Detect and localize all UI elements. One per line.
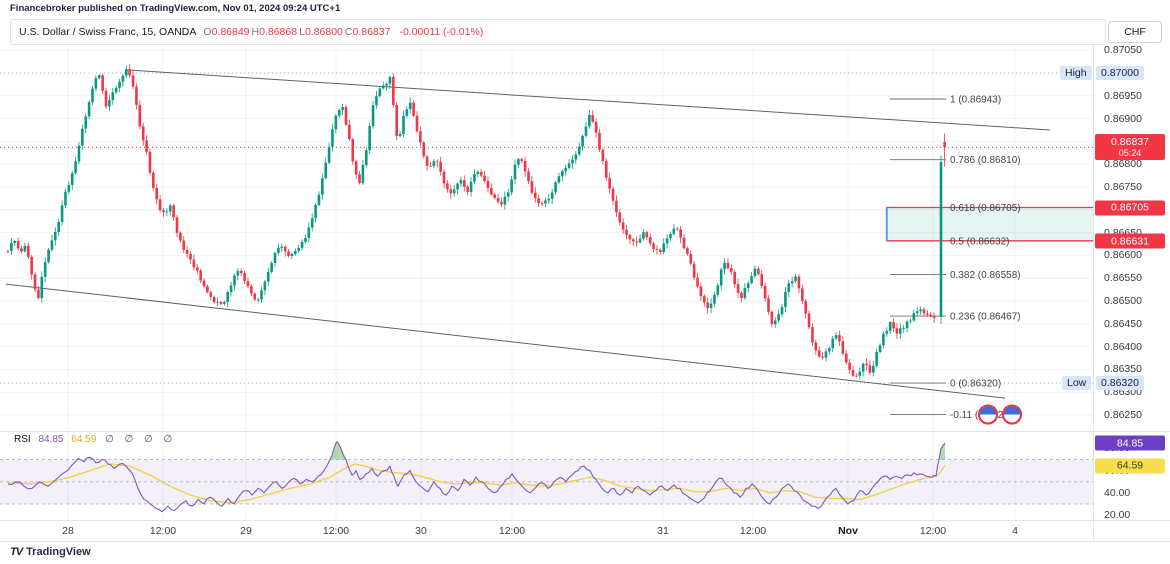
time-axis-tick: 12:00: [498, 525, 526, 537]
fib-price-badge: 0.86631: [1095, 233, 1165, 249]
sticker-icons: [977, 404, 1023, 425]
price-axis-tick: 0.86350: [1104, 363, 1142, 376]
rsi-value-badge: 64.59: [1095, 458, 1165, 473]
candles-layer[interactable]: [6, 63, 946, 380]
tradingview-logo-icon: TV: [10, 546, 23, 558]
price-change: -0.00011 (-0.01%): [399, 26, 484, 38]
price-axis-tick: 0.86450: [1104, 317, 1142, 330]
price-axis-tick: 0.86600: [1104, 249, 1142, 262]
time-axis-tick: 4: [1012, 525, 1018, 537]
currency-unit-button[interactable]: CHF: [1108, 21, 1162, 43]
fib-retracement: 1 (0.86943) 0.786 (0.86810) 0.618 (0.86705…: [885, 94, 1093, 421]
pane-separators: [0, 45, 1170, 542]
fib-label: 1 (0.86943): [950, 94, 1001, 105]
high-marker-label: High: [1060, 66, 1092, 80]
symbol-title[interactable]: U.S. Dollar / Swiss Franc, 15, OANDA: [19, 26, 197, 38]
time-axis-tick: Nov: [838, 525, 858, 537]
rsi-axis-tick: 20.00: [1104, 509, 1131, 522]
high-price-label: 0.87000: [1096, 66, 1144, 80]
last-price-badge: 0.86837 05:24: [1095, 134, 1165, 161]
price-axis-tick: 0.86500: [1104, 295, 1142, 307]
price-axis-tick: 0.86550: [1104, 272, 1142, 285]
fib-label: 0.382 (0.86558): [950, 270, 1021, 281]
price-axis-tick: 0.86400: [1104, 340, 1142, 353]
rsi-axis-tick: 40.00: [1104, 486, 1131, 499]
fib-label: 0 (0.86320): [950, 379, 1001, 390]
low-price-label: 0.86320: [1096, 376, 1144, 391]
price-axis-tick: 0.86750: [1104, 181, 1142, 193]
symbol-info-bar[interactable]: U.S. Dollar / Swiss Franc, 15, OANDA O0.…: [10, 19, 1106, 45]
rsi-value-badge: 84.85: [1095, 435, 1165, 451]
rsi-indicator-name[interactable]: RSI: [14, 434, 31, 445]
ohlc-values: O0.86849 H0.86868 L0.86800 C0.86837: [203, 26, 392, 38]
rsi-line: [7, 440, 946, 513]
price-axis-tick: 0.86950: [1104, 89, 1142, 102]
price-axis-tick: 0.87050: [1104, 44, 1142, 57]
ohlc-o: O0.86849: [203, 26, 250, 38]
fib-label: 0.236 (0.86467): [950, 312, 1021, 323]
rsi-band: [0, 458, 1093, 505]
rsi-ma-value: 64.59: [71, 434, 97, 445]
time-axis-tick: 28: [62, 525, 74, 537]
tradingview-logo-text: TradingView: [26, 546, 91, 558]
price-axis-tick: 0.86800: [1104, 158, 1142, 171]
time-axis-tick: 12:00: [322, 525, 350, 537]
bar-countdown: 05:24: [1118, 148, 1142, 159]
trendline-lower[interactable]: [5, 283, 1006, 399]
fib-golden-zone[interactable]: [886, 207, 1093, 241]
fib-label: 0.5 (0.86632): [950, 236, 1010, 247]
rsi-value: 84.85: [38, 434, 64, 445]
time-axis[interactable]: 28 12:00 29 12:00 30 12:00 31 12:00 Nov 12:00 4: [0, 522, 1093, 541]
ohlc-c: C0.86837: [344, 26, 391, 38]
price-axis-tick: 0.86250: [1104, 409, 1142, 421]
rsi-plot: [7, 440, 946, 513]
fib-label: 0.618 (0.86705): [950, 203, 1021, 214]
last-price-value: 0.86837: [1111, 136, 1149, 149]
trendlines: [5, 69, 1051, 399]
time-axis-tick: 12:00: [739, 525, 767, 537]
price-axis-tick: 0.86900: [1104, 112, 1142, 125]
price-axis[interactable]: 0.870500.870000.869500.869000.868500.868…: [1093, 44, 1170, 542]
fib-price-badge: 0.86705: [1095, 200, 1165, 216]
rsi-hidden-values: ∅ ∅ ∅ ∅: [105, 434, 177, 445]
publish-attribution: Financebroker published on TradingView.c…: [10, 3, 341, 14]
time-axis-tick: 30: [415, 525, 427, 537]
low-marker-label: Low: [1062, 376, 1092, 391]
ohlc-h: H0.86868: [251, 26, 298, 38]
tradingview-logo[interactable]: TV TradingView: [10, 546, 91, 558]
time-axis-tick: 29: [240, 525, 252, 537]
grid-lines: [0, 46, 1093, 520]
fib-label: 0.786 (0.86810): [950, 155, 1021, 166]
time-axis-tick: 12:00: [919, 525, 947, 537]
time-axis-tick: 31: [657, 525, 669, 537]
trendline-upper[interactable]: [125, 69, 1051, 131]
ohlc-l: L0.86800: [299, 26, 343, 38]
rsi-status-line: RSI 84.85 64.59 ∅ ∅ ∅ ∅: [14, 434, 176, 445]
time-axis-tick: 12:00: [149, 525, 177, 537]
